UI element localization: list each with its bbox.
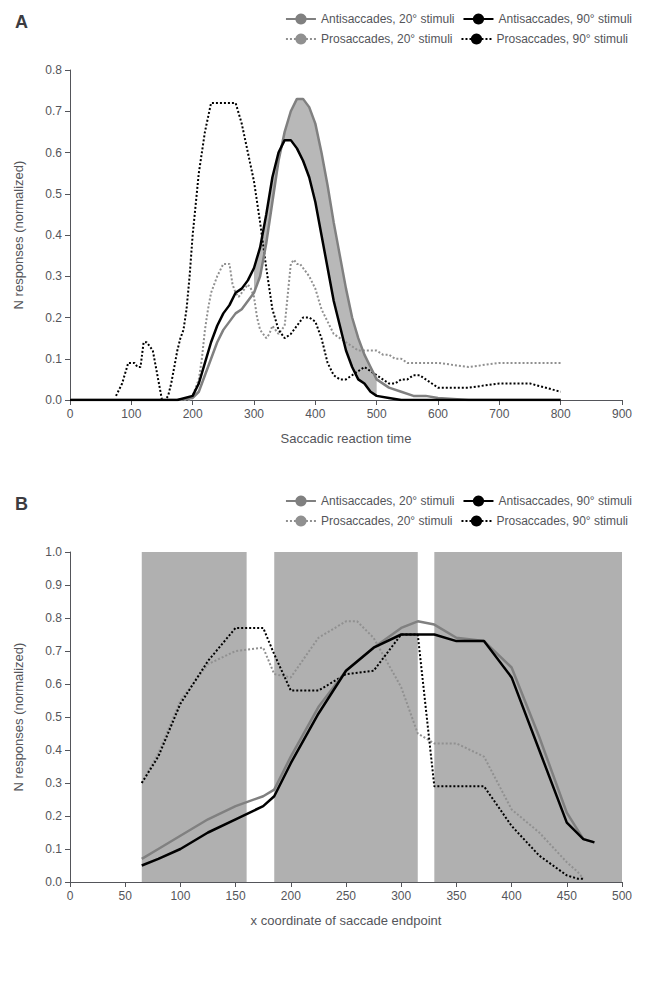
svg-text:Saccadic reaction time: Saccadic reaction time [281, 431, 412, 446]
svg-text:Prosaccades, 20° stimuli: Prosaccades, 20° stimuli [321, 32, 453, 46]
svg-text:0.4: 0.4 [45, 228, 62, 242]
svg-text:100: 100 [121, 407, 141, 421]
svg-text:Antisaccades, 20° stimuli: Antisaccades, 20° stimuli [321, 494, 455, 508]
svg-text:400: 400 [502, 889, 522, 903]
svg-text:N responses (normalized): N responses (normalized) [11, 643, 26, 792]
svg-text:50: 50 [119, 889, 133, 903]
svg-text:200: 200 [281, 889, 301, 903]
svg-text:100: 100 [170, 889, 190, 903]
svg-text:0.5: 0.5 [45, 187, 62, 201]
svg-text:600: 600 [428, 407, 448, 421]
svg-text:Antisaccades, 20° stimuli: Antisaccades, 20° stimuli [321, 12, 455, 26]
svg-text:900: 900 [612, 407, 632, 421]
svg-text:0: 0 [67, 889, 74, 903]
svg-text:0.1: 0.1 [45, 352, 62, 366]
svg-text:0.0: 0.0 [45, 875, 62, 889]
svg-text:0: 0 [67, 407, 74, 421]
svg-text:400: 400 [305, 407, 325, 421]
svg-text:450: 450 [557, 889, 577, 903]
svg-text:0.5: 0.5 [45, 710, 62, 724]
svg-text:N responses (normalized): N responses (normalized) [11, 161, 26, 310]
svg-text:0.4: 0.4 [45, 743, 62, 757]
svg-text:0.9: 0.9 [45, 578, 62, 592]
svg-text:0.3: 0.3 [45, 269, 62, 283]
svg-text:Prosaccades, 20° stimuli: Prosaccades, 20° stimuli [321, 514, 453, 528]
svg-text:0.2: 0.2 [45, 809, 62, 823]
svg-text:A: A [15, 12, 28, 32]
svg-text:Antisaccades, 90° stimuli: Antisaccades, 90° stimuli [498, 494, 632, 508]
svg-text:0.7: 0.7 [45, 644, 62, 658]
svg-text:700: 700 [489, 407, 509, 421]
svg-text:B: B [15, 494, 28, 514]
svg-text:500: 500 [367, 407, 387, 421]
svg-text:500: 500 [612, 889, 632, 903]
svg-text:Prosaccades, 90° stimuli: Prosaccades, 90° stimuli [496, 32, 628, 46]
svg-text:250: 250 [336, 889, 356, 903]
svg-text:800: 800 [551, 407, 571, 421]
svg-text:350: 350 [446, 889, 466, 903]
svg-text:300: 300 [244, 407, 264, 421]
svg-text:0.1: 0.1 [45, 842, 62, 856]
svg-text:300: 300 [391, 889, 411, 903]
svg-text:x coordinate of saccade endpoi: x coordinate of saccade endpoint [251, 913, 442, 928]
svg-text:0.2: 0.2 [45, 311, 62, 325]
svg-text:Prosaccades, 90° stimuli: Prosaccades, 90° stimuli [496, 514, 628, 528]
svg-text:150: 150 [226, 889, 246, 903]
svg-text:0.0: 0.0 [45, 393, 62, 407]
svg-text:200: 200 [183, 407, 203, 421]
svg-text:0.6: 0.6 [45, 146, 62, 160]
svg-text:Antisaccades, 90° stimuli: Antisaccades, 90° stimuli [498, 12, 632, 26]
svg-text:0.3: 0.3 [45, 776, 62, 790]
svg-text:0.8: 0.8 [45, 63, 62, 77]
svg-text:0.8: 0.8 [45, 611, 62, 625]
svg-text:0.6: 0.6 [45, 677, 62, 691]
svg-text:1.0: 1.0 [45, 545, 62, 559]
svg-text:0.7: 0.7 [45, 104, 62, 118]
